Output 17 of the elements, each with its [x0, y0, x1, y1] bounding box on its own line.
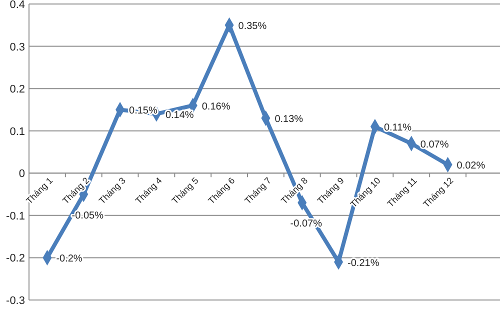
data-label: 0.16% — [202, 101, 230, 112]
data-label: 0.02% — [456, 160, 486, 172]
data-label: -0.2% — [56, 254, 82, 265]
y-tick-label: 0.4 — [10, 0, 25, 11]
y-tick-label: -0.3 — [6, 295, 25, 307]
y-tick-label: -0.2 — [6, 252, 25, 265]
data-label: 0.07% — [420, 140, 449, 151]
y-tick-label: 0.1 — [10, 126, 25, 138]
data-label: 0.11% — [384, 122, 412, 134]
y-tick-label: 0.3 — [10, 41, 25, 54]
y-tick-label: 0 — [18, 168, 25, 180]
data-label: 0.35% — [238, 21, 267, 32]
data-label: 0.14% — [165, 110, 194, 121]
data-label: 0.13% — [274, 114, 304, 126]
data-label: -0.21% — [348, 258, 380, 269]
y-tick-label: 0.2 — [10, 84, 25, 96]
y-tick-label: -0.1 — [6, 210, 25, 222]
